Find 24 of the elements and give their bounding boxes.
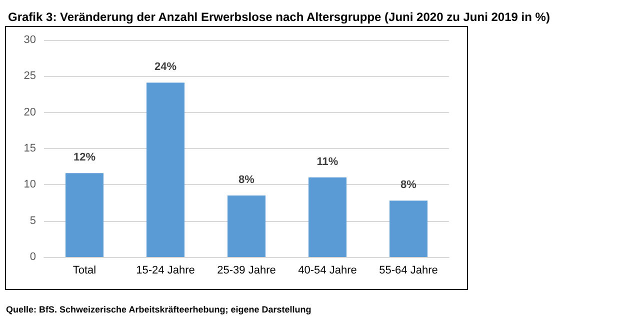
- x-tick-label: Total: [72, 264, 96, 276]
- y-tick-label: 30: [24, 34, 36, 46]
- data-label: 12%: [73, 152, 96, 164]
- bar: [390, 200, 428, 257]
- y-tick-label: 0: [30, 251, 36, 263]
- x-tick-label: 25-39 Jahre: [217, 264, 276, 276]
- source-note: Quelle: BfS. Schweizerische Arbeitskräfteerhebung; eigene Darstellung: [6, 304, 312, 314]
- x-tick-label: 15-24 Jahre: [136, 264, 195, 276]
- bar: [146, 82, 184, 257]
- data-label: 8%: [238, 174, 255, 186]
- bar: [66, 173, 104, 257]
- data-label: 8%: [400, 179, 417, 192]
- y-tick-label: 25: [24, 70, 36, 82]
- x-tick-label: 40-54 Jahre: [298, 264, 357, 276]
- bar: [308, 177, 346, 257]
- data-label: 24%: [154, 61, 177, 74]
- chart-title: Grafik 3: Veränderung der Anzahl Erwerbslose nach Altersgruppe (Juni 2020 zu Juni 2019 in %): [8, 10, 550, 24]
- bar: [228, 196, 266, 257]
- x-tick-label: 55-64 Jahre: [379, 264, 438, 276]
- y-tick-label: 5: [30, 214, 36, 227]
- y-tick-label: 15: [24, 142, 36, 154]
- data-label: 11%: [316, 156, 338, 168]
- y-tick-label: 10: [24, 178, 36, 191]
- y-tick-label: 20: [24, 106, 36, 118]
